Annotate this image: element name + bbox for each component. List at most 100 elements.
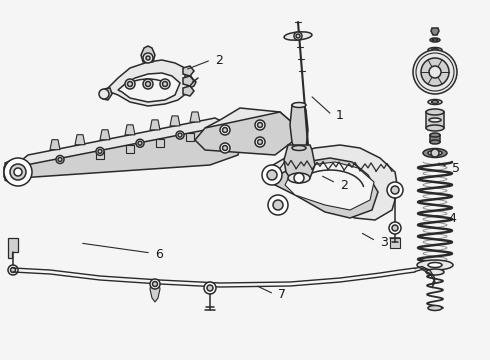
Circle shape	[178, 133, 182, 137]
Polygon shape	[431, 28, 439, 35]
Circle shape	[268, 195, 288, 215]
Ellipse shape	[417, 260, 453, 270]
Ellipse shape	[426, 125, 444, 131]
Circle shape	[391, 186, 399, 194]
Ellipse shape	[430, 140, 440, 144]
Polygon shape	[150, 120, 160, 130]
Polygon shape	[50, 140, 60, 150]
Circle shape	[429, 66, 441, 78]
Polygon shape	[183, 76, 194, 86]
Circle shape	[127, 81, 132, 86]
Polygon shape	[190, 112, 200, 122]
Circle shape	[143, 79, 153, 89]
Circle shape	[160, 79, 170, 89]
Ellipse shape	[432, 101, 439, 103]
Polygon shape	[211, 128, 219, 136]
Text: 7: 7	[278, 288, 286, 302]
Ellipse shape	[292, 145, 306, 150]
Polygon shape	[275, 158, 378, 218]
Circle shape	[163, 81, 168, 86]
Circle shape	[99, 89, 109, 99]
Ellipse shape	[433, 39, 438, 41]
Text: 2: 2	[340, 179, 348, 192]
Circle shape	[258, 140, 263, 144]
Polygon shape	[150, 284, 160, 302]
Circle shape	[176, 131, 184, 139]
Polygon shape	[101, 88, 112, 100]
Polygon shape	[285, 162, 374, 210]
Ellipse shape	[428, 306, 442, 310]
Polygon shape	[75, 135, 85, 145]
Ellipse shape	[429, 118, 441, 122]
Polygon shape	[183, 66, 194, 76]
Polygon shape	[8, 238, 18, 258]
Ellipse shape	[432, 49, 439, 51]
Circle shape	[222, 127, 227, 132]
Text: 6: 6	[155, 248, 163, 261]
Circle shape	[392, 225, 398, 231]
Ellipse shape	[426, 269, 444, 275]
Circle shape	[222, 145, 227, 150]
Text: 2: 2	[215, 54, 223, 67]
Circle shape	[125, 79, 135, 89]
Polygon shape	[183, 86, 194, 96]
Polygon shape	[390, 238, 400, 248]
Polygon shape	[96, 151, 104, 159]
Polygon shape	[141, 46, 155, 62]
Circle shape	[294, 173, 304, 183]
Text: 1: 1	[336, 108, 344, 122]
Polygon shape	[290, 105, 308, 148]
Circle shape	[431, 149, 439, 157]
Circle shape	[267, 170, 277, 180]
Polygon shape	[186, 133, 194, 141]
Circle shape	[10, 267, 16, 273]
Circle shape	[150, 279, 160, 289]
Polygon shape	[5, 160, 14, 184]
Polygon shape	[268, 145, 398, 220]
Circle shape	[204, 282, 216, 294]
Text: 3: 3	[380, 235, 388, 248]
Polygon shape	[170, 116, 180, 126]
Circle shape	[220, 125, 230, 135]
Circle shape	[387, 182, 403, 198]
Polygon shape	[105, 60, 192, 106]
Ellipse shape	[428, 99, 442, 104]
Circle shape	[146, 81, 150, 86]
Circle shape	[143, 53, 153, 63]
Circle shape	[10, 164, 26, 180]
Ellipse shape	[428, 48, 442, 53]
Circle shape	[255, 120, 265, 130]
Ellipse shape	[428, 262, 442, 267]
Polygon shape	[8, 118, 240, 170]
Polygon shape	[6, 128, 242, 180]
Polygon shape	[284, 145, 315, 178]
Polygon shape	[126, 145, 134, 153]
Circle shape	[207, 285, 213, 291]
Circle shape	[96, 147, 104, 156]
Circle shape	[138, 141, 142, 145]
Polygon shape	[430, 135, 440, 142]
Ellipse shape	[423, 149, 447, 158]
Circle shape	[136, 139, 144, 147]
Circle shape	[258, 122, 263, 127]
Ellipse shape	[426, 109, 444, 115]
Polygon shape	[156, 139, 164, 147]
Circle shape	[255, 137, 265, 147]
Circle shape	[421, 58, 449, 86]
Ellipse shape	[430, 133, 440, 137]
Polygon shape	[426, 112, 444, 128]
Polygon shape	[195, 112, 295, 155]
Circle shape	[389, 222, 401, 234]
Ellipse shape	[292, 103, 306, 108]
Ellipse shape	[430, 38, 440, 42]
Circle shape	[56, 156, 64, 163]
Circle shape	[294, 32, 302, 40]
Circle shape	[152, 282, 157, 287]
Polygon shape	[100, 130, 110, 140]
Circle shape	[4, 158, 32, 186]
Ellipse shape	[288, 173, 310, 183]
Circle shape	[98, 149, 102, 153]
Circle shape	[14, 168, 22, 176]
Ellipse shape	[428, 150, 442, 156]
Circle shape	[262, 165, 282, 185]
